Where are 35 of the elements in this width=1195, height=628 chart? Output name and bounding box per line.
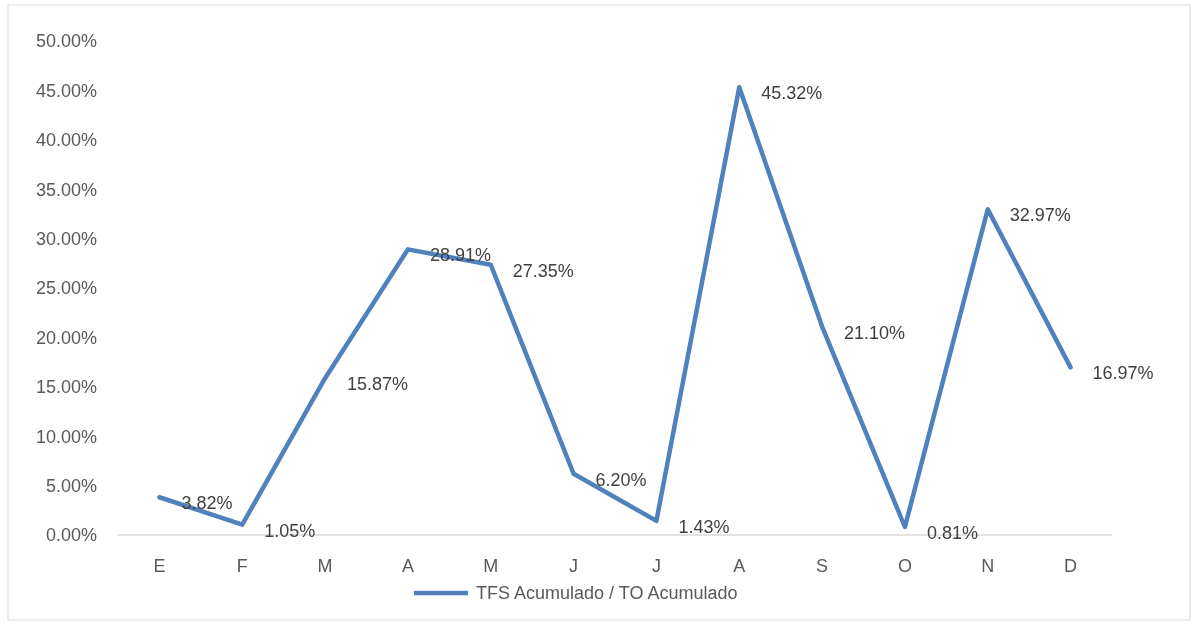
data-label: 0.81%: [926, 523, 978, 543]
y-tick-label: 35.00%: [35, 179, 97, 200]
data-label: 45.32%: [761, 83, 823, 104]
x-tick-label: S: [816, 556, 829, 576]
data-label: 27.35%: [512, 260, 574, 281]
data-label: 3.82%: [181, 493, 233, 514]
x-tick-label: F: [236, 556, 248, 576]
data-label: 15.87%: [347, 374, 409, 395]
y-tick-label: 25.00%: [35, 278, 97, 299]
legend-label: TFS Acumulado / TO Acumulado: [476, 583, 738, 604]
x-tick-label: A: [733, 556, 746, 576]
y-tick-label: 10.00%: [35, 426, 97, 447]
x-tick-label: J: [569, 556, 579, 576]
y-tick-label: 30.00%: [35, 228, 97, 249]
x-tick-label: E: [153, 556, 166, 576]
x-tick-label: M: [483, 556, 499, 576]
y-tick-label: 40.00%: [35, 130, 97, 151]
data-label: 6.20%: [595, 469, 647, 490]
x-tick-label: J: [651, 556, 661, 576]
data-label: 1.05%: [264, 520, 316, 541]
x-tick-label: O: [897, 556, 912, 576]
y-tick-label: 50.00%: [35, 31, 97, 52]
y-tick-label: 15.00%: [35, 377, 97, 398]
data-label: 32.97%: [1009, 205, 1071, 226]
x-tick-label: A: [401, 556, 414, 576]
y-tick-label: 5.00%: [45, 475, 97, 496]
y-tick-label: 20.00%: [35, 327, 97, 348]
data-label: 16.97%: [1092, 363, 1154, 384]
x-tick-label: M: [317, 556, 333, 576]
x-tick-label: N: [981, 556, 995, 576]
y-tick-label: 45.00%: [35, 80, 97, 101]
data-label: 1.43%: [678, 516, 730, 537]
data-label: 21.10%: [844, 322, 906, 343]
x-tick-label: D: [1064, 556, 1078, 576]
y-tick-label: 0.00%: [45, 525, 97, 546]
